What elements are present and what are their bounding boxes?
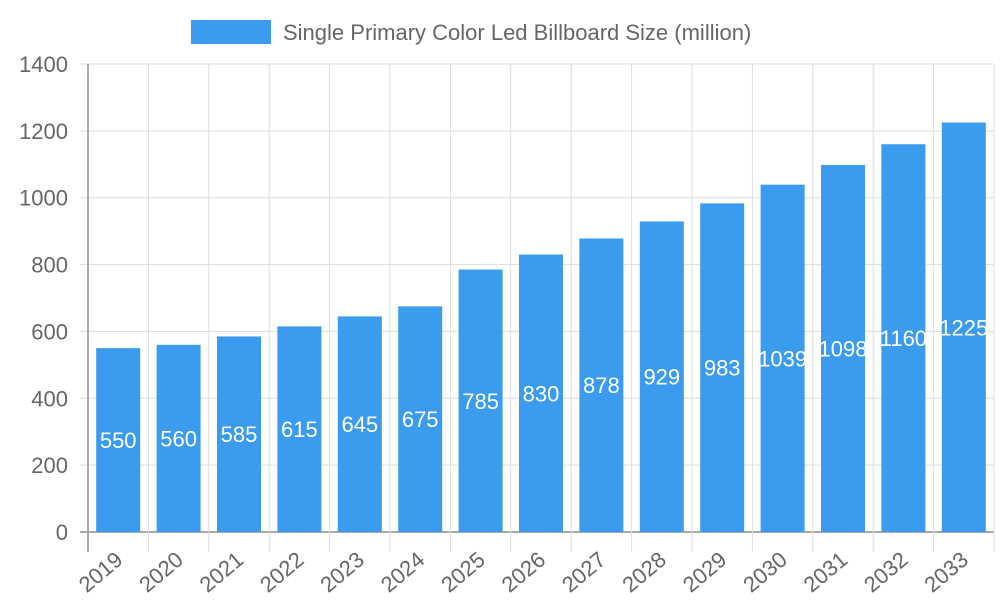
y-tick-label: 1200 (19, 119, 68, 144)
bar-2031[interactable] (821, 164, 865, 532)
data-label: 1098 (819, 336, 868, 361)
bar-2030[interactable] (760, 184, 805, 533)
x-tick-label: 2029 (678, 547, 732, 598)
x-tick-label: 2019 (74, 547, 128, 598)
y-tick-label: 0 (56, 520, 68, 545)
x-tick-label: 2022 (255, 547, 309, 598)
legend-label: Single Primary Color Led Billboard Size … (283, 20, 751, 45)
data-label: 675 (402, 407, 439, 432)
bar-2025[interactable] (458, 269, 503, 532)
data-label: 1160 (880, 326, 927, 351)
data-label: 785 (462, 389, 499, 414)
x-tick-label: 2020 (134, 547, 188, 598)
bar-2027[interactable] (579, 238, 624, 533)
y-tick-label: 1000 (19, 186, 68, 211)
legend-swatch (191, 20, 271, 44)
bar-2020[interactable] (156, 344, 201, 532)
data-label: 1225 (939, 315, 988, 340)
y-tick-label: 1400 (19, 52, 68, 77)
y-tick-label: 200 (31, 453, 68, 478)
x-tick-label: 2025 (436, 547, 490, 598)
data-label: 645 (341, 412, 378, 437)
bars: 550 560 585 615 645 675 785 830 878 929 983 1039 109… (96, 122, 988, 533)
y-tick-label: 600 (31, 319, 68, 344)
data-label: 615 (281, 417, 318, 442)
legend[interactable]: Single Primary Color Led Billboard Size … (191, 20, 751, 45)
x-tick-label: 2021 (195, 547, 249, 598)
bar-2032[interactable] (881, 144, 926, 532)
bar-2033[interactable] (941, 122, 986, 533)
y-tick-label: 400 (31, 386, 68, 411)
x-tick-label: 2026 (497, 547, 551, 598)
x-tick-label: 2033 (919, 547, 973, 598)
x-tick-label: 2024 (376, 547, 430, 598)
data-label: 830 (523, 381, 560, 406)
x-tick-label: 2027 (557, 547, 611, 598)
bar-2028[interactable] (639, 221, 684, 532)
bar-2019[interactable] (96, 348, 141, 532)
bar-2021[interactable] (217, 336, 261, 532)
data-label: 585 (221, 422, 258, 447)
x-tick-label: 2030 (738, 547, 792, 598)
bar-2026[interactable] (519, 254, 563, 533)
grid (80, 63, 995, 552)
y-tick-label: 800 (31, 253, 68, 278)
x-tick-label: 2028 (617, 547, 671, 598)
data-label: 878 (583, 373, 620, 398)
data-label: 550 (100, 428, 137, 453)
x-tick-label: 2032 (859, 547, 913, 598)
bar-2029[interactable] (700, 203, 745, 532)
data-label: 929 (643, 365, 680, 390)
bar-2024[interactable] (398, 306, 443, 532)
bar-2022[interactable] (277, 326, 322, 532)
data-label: 560 (160, 426, 197, 451)
x-tick-label: 2023 (315, 547, 369, 598)
data-label: 983 (704, 356, 741, 381)
bar-2023[interactable] (337, 316, 382, 532)
data-label: 1039 (758, 346, 807, 371)
x-tick-label: 2031 (799, 547, 853, 598)
